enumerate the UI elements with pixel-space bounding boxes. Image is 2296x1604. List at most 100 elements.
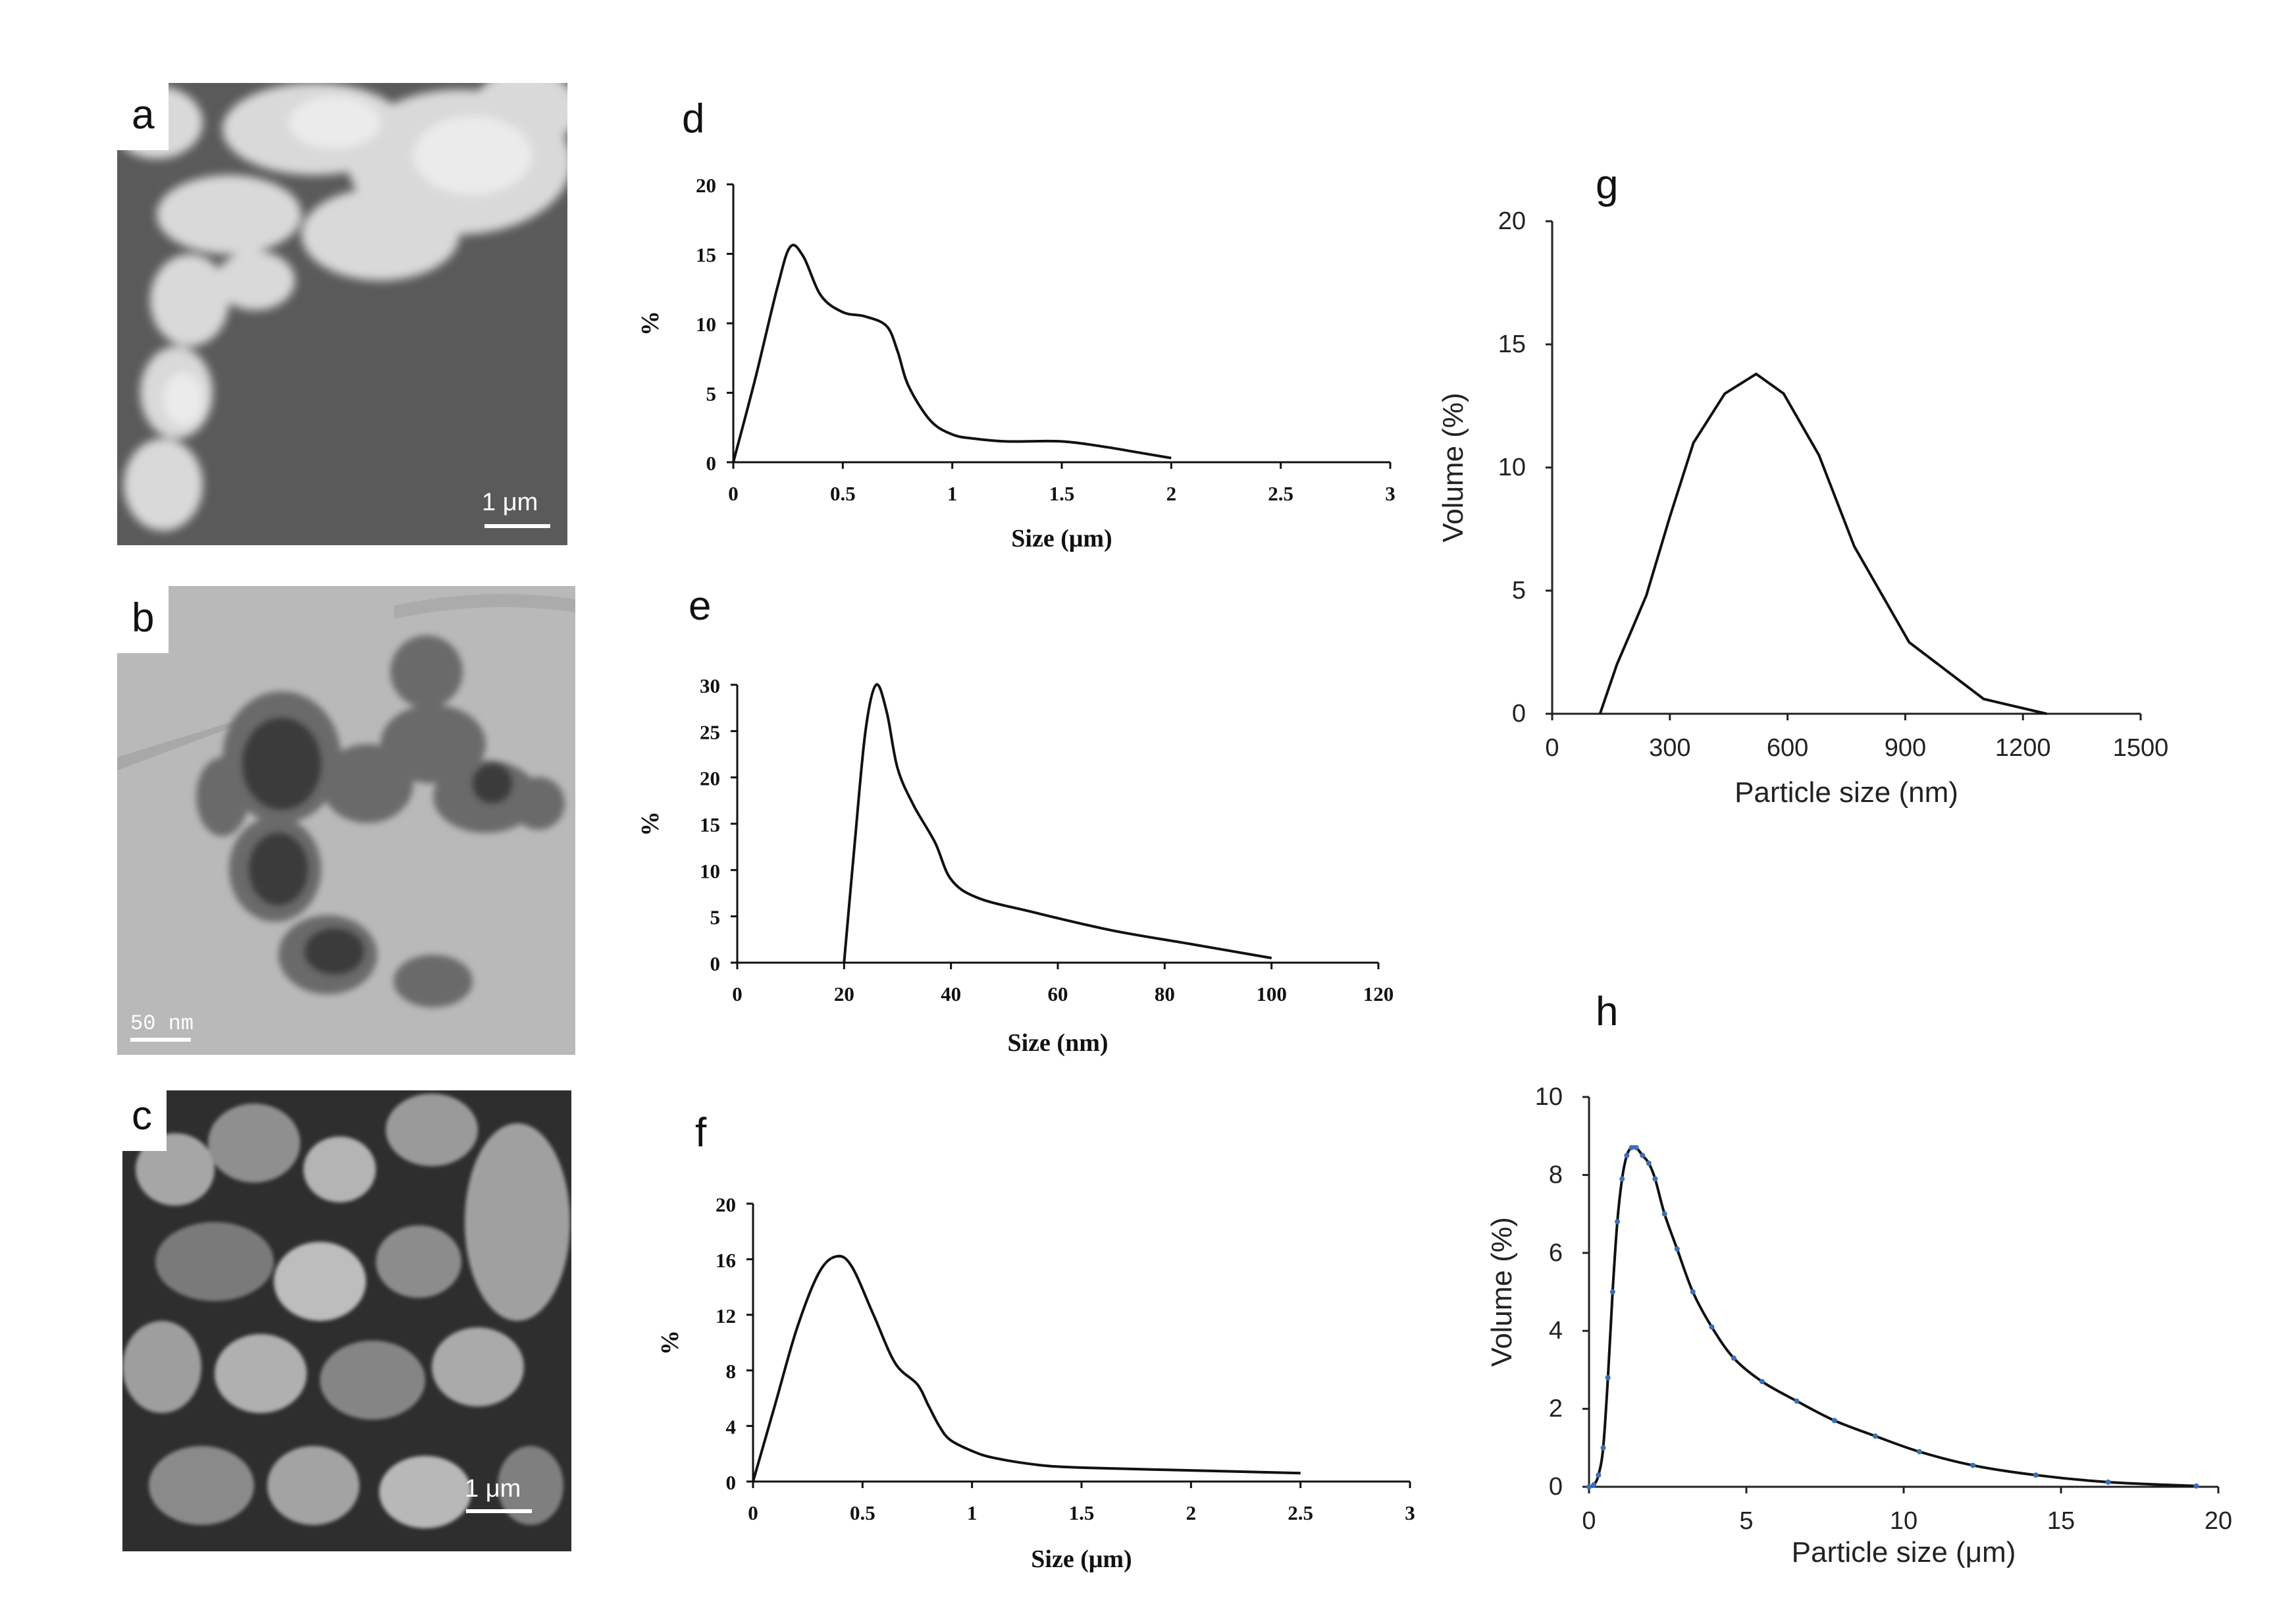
x-tick-label-d: 3 [1385,482,1396,505]
x-axis-label-d: Size (μm) [1011,525,1112,552]
panel-label-c: c [117,1084,167,1151]
panel-label-b: b [117,586,169,653]
y-axis-label-d: % [637,311,664,336]
scale-bar-label-b: 50 nm [130,1011,194,1036]
data-point-h [1633,1144,1639,1150]
x-tick-label-h: 10 [1890,1507,1918,1535]
x-tick-label-d: 1 [947,482,958,505]
x-tick-label-e: 120 [1363,982,1394,1005]
data-point-h [1605,1375,1611,1381]
micrograph-b [117,586,575,1055]
y-tick-label-g: 15 [1498,331,1526,358]
data-point-h [1709,1324,1715,1330]
x-tick-label-f: 1.5 [1069,1501,1095,1524]
data-point-h [1794,1398,1800,1404]
x-tick-label-e: 80 [1155,982,1175,1005]
x-tick-label-e: 0 [732,982,743,1005]
scale-bar-c [466,1509,532,1513]
data-point-h [1619,1176,1625,1182]
y-tick-label-e: 15 [700,813,720,836]
x-tick-label-f: 1 [967,1501,978,1524]
x-tick-label-g: 300 [1649,734,1690,762]
y-tick-label-f: 12 [716,1304,736,1327]
panel-label-f: f [695,1110,707,1156]
y-tick-label-h: 4 [1549,1317,1563,1345]
y-axis-label-h: Volume (%) [1486,1217,1518,1366]
x-tick-label-g: 900 [1885,734,1926,762]
y-tick-label-f: 0 [726,1471,737,1494]
y-tick-label-e: 20 [700,767,720,790]
y-axis-label-e: % [637,811,664,836]
series-line-h [1588,1145,2197,1488]
scale-bar-b [130,1038,191,1042]
x-tick-label-d: 0.5 [830,482,856,505]
y-tick-label-f: 8 [726,1360,737,1383]
y-tick-label-e: 25 [700,720,720,743]
y-tick-label-f: 16 [716,1248,736,1271]
data-point-h [1586,1484,1592,1489]
x-axis-label-g: Particle size (nm) [1735,776,1958,809]
y-tick-label-h: 6 [1549,1239,1563,1267]
x-tick-label-e: 60 [1048,982,1068,1005]
y-tick-label-f: 4 [726,1416,737,1439]
data-point-h [1629,1144,1634,1150]
scale-bar-label-a: 1 μm [482,489,538,516]
x-tick-label-f: 2.5 [1288,1501,1313,1524]
y-axis-label-f: % [656,1330,684,1355]
data-point-h [1615,1219,1621,1225]
x-axis-label-e: Size (nm) [1007,1029,1108,1057]
data-point-h [1624,1152,1630,1158]
x-tick-label-h: 15 [2047,1507,2075,1535]
x-tick-label-e: 40 [941,982,961,1005]
scale-bar-label-c: 1 μm [465,1475,521,1503]
y-tick-label-e: 30 [700,674,720,697]
y-tick-label-h: 0 [1549,1473,1563,1501]
data-point-h [1646,1160,1652,1166]
panel-label-a: a [117,83,169,150]
x-axis-label-f: Size (μm) [1031,1545,1132,1573]
y-tick-label-d: 0 [706,452,717,475]
panel-label-e: e [689,583,712,629]
y-tick-label-g: 20 [1498,207,1526,235]
data-point-h [2033,1472,2039,1478]
micrograph-a [117,83,567,545]
x-axis-label-h: Particle size (μm) [1792,1536,2016,1568]
series-line-g [1598,372,2047,715]
x-tick-label-f: 3 [1405,1501,1415,1524]
y-tick-label-h: 2 [1549,1395,1563,1423]
series-line-e [843,683,1272,963]
micrograph-c [122,1090,571,1551]
y-tick-label-d: 15 [696,244,716,267]
scale-bar-a [484,524,550,528]
data-point-h [1640,1152,1646,1158]
x-tick-label-e: 20 [834,982,854,1005]
x-tick-label-e: 100 [1256,982,1287,1005]
x-tick-label-d: 1.5 [1049,482,1075,505]
y-tick-label-e: 10 [700,859,720,882]
series-line-f [752,1254,1301,1482]
data-point-h [1591,1482,1597,1488]
data-point-h [1600,1445,1606,1451]
x-tick-label-d: 0 [728,482,739,505]
x-tick-label-d: 2 [1166,482,1177,505]
panel-label-d: d [682,96,705,142]
data-point-h [1596,1472,1602,1478]
y-tick-label-h: 10 [1535,1083,1563,1111]
y-tick-label-d: 20 [696,174,716,197]
y-tick-label-g: 0 [1512,700,1526,728]
data-point-h [1872,1433,1878,1439]
y-tick-label-e: 0 [710,952,721,975]
y-tick-label-g: 5 [1512,577,1526,604]
y-tick-label-e: 5 [710,906,721,929]
y-tick-label-f: 20 [716,1193,736,1216]
panel-label-g: g [1596,162,1619,207]
x-tick-label-f: 2 [1186,1501,1197,1524]
series-line-d [732,244,1172,463]
x-tick-label-h: 0 [1582,1507,1596,1535]
x-tick-label-g: 1500 [2113,734,2169,762]
data-point-h [1970,1462,1976,1468]
y-tick-label-d: 5 [706,383,717,406]
data-point-h [1690,1289,1696,1295]
data-point-h [1609,1289,1615,1295]
data-point-h [2193,1483,2199,1489]
